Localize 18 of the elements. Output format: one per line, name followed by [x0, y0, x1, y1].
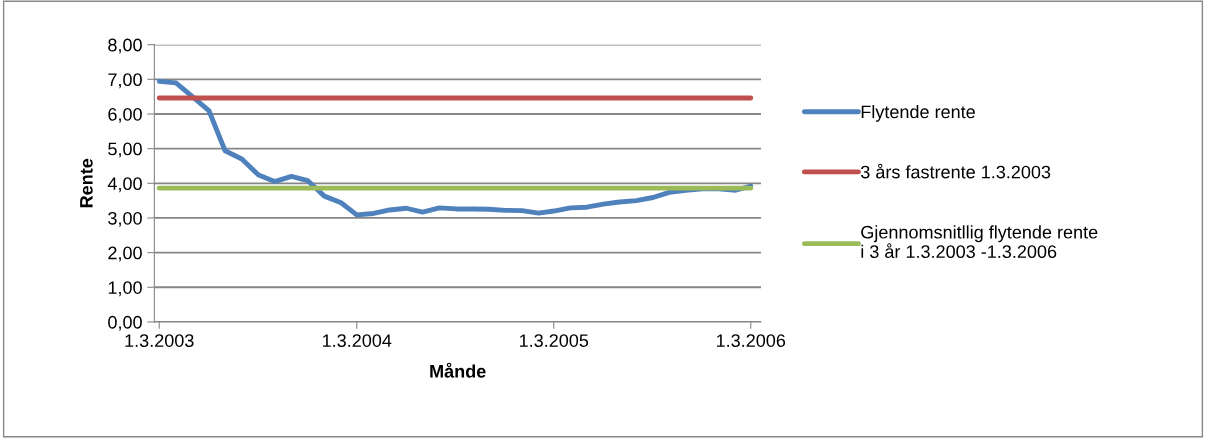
y-tick-label: 2,00	[108, 246, 142, 262]
y-tick-label: 6,00	[108, 107, 142, 123]
y-tick-label: 7,00	[108, 73, 142, 89]
x-tick-label: 1.3.2003	[125, 334, 194, 347]
legend-label: Gjennomsnitllig flytende rente i 3 år 1.3.2003 -1.3.2006	[861, 225, 1098, 259]
y-tick-label: 3,00	[108, 211, 142, 227]
legend-label: 3 års fastrente 1.3.2003	[860, 163, 1051, 179]
y-axis-title: Rente	[80, 158, 93, 208]
y-tick-label: 4,00	[107, 177, 142, 193]
x-axis-title: Månde	[430, 362, 486, 378]
x-tick-label: 1.3.2004	[322, 334, 392, 347]
x-tick-label: 1.3.2006	[716, 334, 786, 347]
y-tick-label: 0,00	[108, 315, 142, 331]
x-tick-label: 1.3.2005	[519, 334, 589, 347]
legend-label: Flytende rente	[861, 105, 975, 122]
y-tick-label: 5,00	[108, 142, 142, 158]
y-tick-label: 1,00	[108, 281, 142, 297]
y-tick-label: 8,00	[108, 38, 142, 54]
